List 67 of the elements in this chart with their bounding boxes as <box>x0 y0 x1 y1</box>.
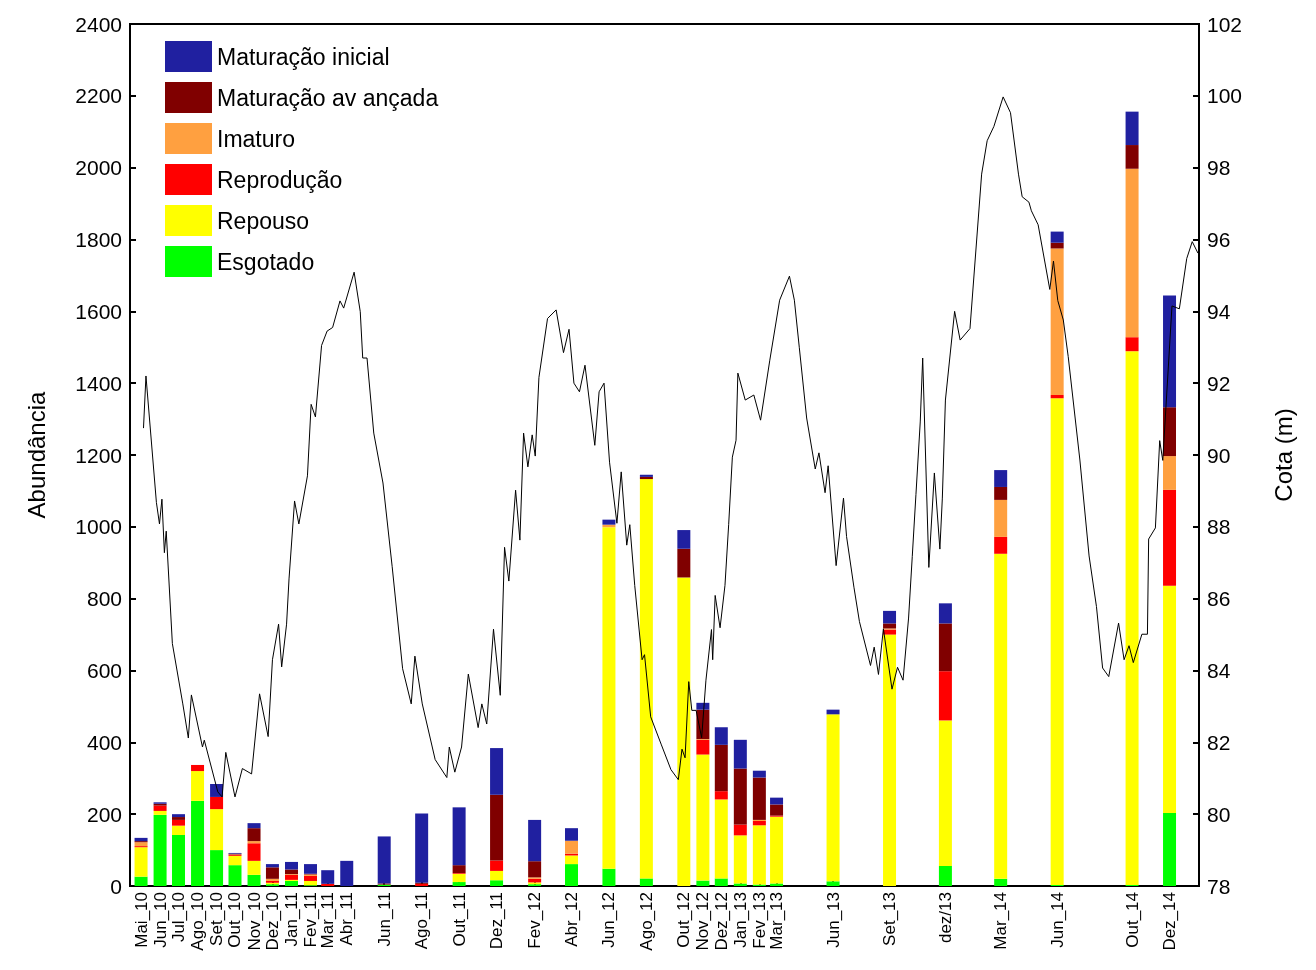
x-tick-label: Mar_14 <box>991 892 1011 950</box>
y2-tick-label: 92 <box>1207 371 1231 395</box>
legend-label: Imaturo <box>217 125 295 152</box>
x-tick-label: Fev_12 <box>525 892 545 949</box>
x-tick-label: Jan_11 <box>281 892 301 947</box>
y2-tick-label: 88 <box>1207 515 1231 539</box>
y-tick-label: 1000 <box>75 515 122 539</box>
x-tick-label: Jun_13 <box>823 892 843 948</box>
y-tick-label: 1200 <box>75 443 122 467</box>
y2-tick-label: 82 <box>1207 730 1231 754</box>
x-tick-label: Dez_12 <box>711 892 731 951</box>
legend-label: Esgotado <box>217 248 315 275</box>
x-tick-label: Dez_14 <box>1160 892 1180 951</box>
y-tick-label: 2000 <box>75 156 122 180</box>
y-tick-label: 2200 <box>75 84 122 108</box>
x-tick-label: Ago_12 <box>636 892 656 951</box>
y-tick-label: 200 <box>86 802 122 826</box>
y2-axis-title: Cota (m) <box>1269 408 1297 502</box>
y2-tick-label: 84 <box>1207 659 1231 682</box>
y-axis-title: Abundância <box>22 390 50 519</box>
x-tick-label: Set_10 <box>207 892 227 946</box>
y2-tick-label: 86 <box>1207 587 1231 611</box>
y-tick-label: 800 <box>86 587 122 611</box>
y-tick-label: 1600 <box>75 299 122 323</box>
y2-tick-label: 96 <box>1207 228 1231 251</box>
x-tick-label: Jun_12 <box>599 892 619 948</box>
y-tick-label: 400 <box>86 730 122 754</box>
x-tick-label: Mai_10 <box>131 892 151 948</box>
x-tick-label: Nov_10 <box>244 892 264 951</box>
x-tick-label: Ago_10 <box>188 892 208 951</box>
y-tick-label: 600 <box>86 659 122 682</box>
y-tick-label: 1400 <box>75 371 122 395</box>
x-tick-label: Out_12 <box>674 892 694 948</box>
y2-tick-label: 78 <box>1207 874 1231 898</box>
y2-tick-label: 90 <box>1207 443 1231 467</box>
x-tick-label: Jun_10 <box>150 892 170 948</box>
legend-label: Repouso <box>217 207 310 234</box>
x-tick-label: Out_10 <box>225 892 245 948</box>
x-tick-label: Abr_11 <box>337 892 357 946</box>
y-tick-label: 1800 <box>75 228 122 251</box>
x-tick-label: Nov_12 <box>693 892 713 951</box>
x-tick-label: Jun_14 <box>1047 892 1067 948</box>
x-tick-label: Set_13 <box>880 892 900 946</box>
y2-tick-label: 94 <box>1207 299 1231 323</box>
x-tick-label: Out_14 <box>1122 892 1142 948</box>
x-tick-label: Fev_11 <box>301 892 321 948</box>
y-tick-label: 2400 <box>75 12 122 36</box>
y2-tick-label: 102 <box>1207 12 1243 36</box>
legend-label: Reprodução <box>217 166 343 193</box>
y2-tick-label: 80 <box>1207 802 1231 826</box>
legend-label: Maturação inicial <box>217 43 390 70</box>
x-tick-label: Jul_10 <box>169 892 189 943</box>
x-tick-label: Mar_13 <box>767 892 787 950</box>
x-tick-label: Jan_13 <box>730 892 750 948</box>
y2-tick-label: 100 <box>1207 84 1243 108</box>
x-tick-label: Jun_11 <box>374 892 394 947</box>
x-tick-label: Fev_13 <box>749 892 769 949</box>
legend-label: Maturação av ançada <box>217 84 439 111</box>
x-tick-label: Abr_12 <box>561 892 581 947</box>
x-tick-label: Ago_11 <box>412 892 432 950</box>
y-tick-label: 0 <box>110 874 122 898</box>
y2-tick-label: 98 <box>1207 156 1231 180</box>
x-tick-label: Dez_11 <box>487 892 507 950</box>
x-tick-label: Mar_11 <box>318 892 338 949</box>
x-tick-label: dez/13 <box>935 892 955 944</box>
x-tick-label: Out_11 <box>449 892 469 947</box>
x-tick-label: Dez_10 <box>262 892 282 951</box>
